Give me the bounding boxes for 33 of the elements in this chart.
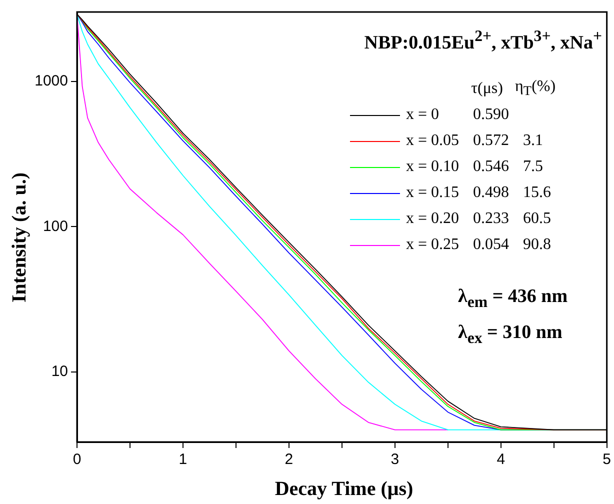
- annotation: 3.1: [522, 131, 544, 151]
- y-tick-label: 10: [51, 363, 68, 380]
- x-tick-label: 5: [602, 451, 611, 468]
- annotation: η$_{T}$(%): [514, 77, 556, 101]
- legend-label: x = 0: [405, 105, 440, 125]
- annotation: 0.546: [472, 157, 510, 177]
- legend-label: x = 0.25: [405, 235, 460, 255]
- annotation: 15.6: [522, 183, 552, 203]
- x-tick-label: 1: [178, 451, 188, 468]
- legend-label: x = 0.20: [405, 209, 460, 229]
- x-tick-label: 4: [496, 451, 506, 468]
- annotation: λ$_{em}$ = 436 nm: [458, 286, 568, 311]
- annotation: 7.5: [522, 157, 544, 177]
- annotation: 0.572: [472, 131, 510, 151]
- annotation: 0.498: [472, 183, 510, 203]
- y-axis-title: Intensity (a. u.): [8, 172, 32, 305]
- annotation: 0.590: [472, 105, 510, 125]
- annotation: 90.8: [522, 235, 552, 255]
- x-tick-label: 2: [284, 451, 294, 468]
- annotation: τ(μs): [470, 79, 504, 99]
- legend-label: x = 0.05: [405, 131, 460, 151]
- legend-label: x = 0.10: [405, 157, 460, 177]
- annotation: λ$_{ex}$ = 310 nm: [458, 322, 562, 347]
- text: NBP:0.015Eu$^{2+}$, xTb$^{3+}$, xNa$^{+}$: [364, 28, 602, 54]
- x-axis-title: Decay Time (μs): [274, 478, 414, 501]
- y-tick-label: 100: [42, 218, 68, 235]
- legend-label: x = 0.15: [405, 183, 460, 203]
- x-tick-label: 0: [72, 451, 82, 468]
- annotation: 60.5: [522, 209, 552, 229]
- x-tick-label: 3: [390, 451, 400, 468]
- annotation: 0.233: [472, 209, 510, 229]
- y-tick-label: 1000: [34, 72, 68, 90]
- annotation: 0.054: [472, 235, 510, 255]
